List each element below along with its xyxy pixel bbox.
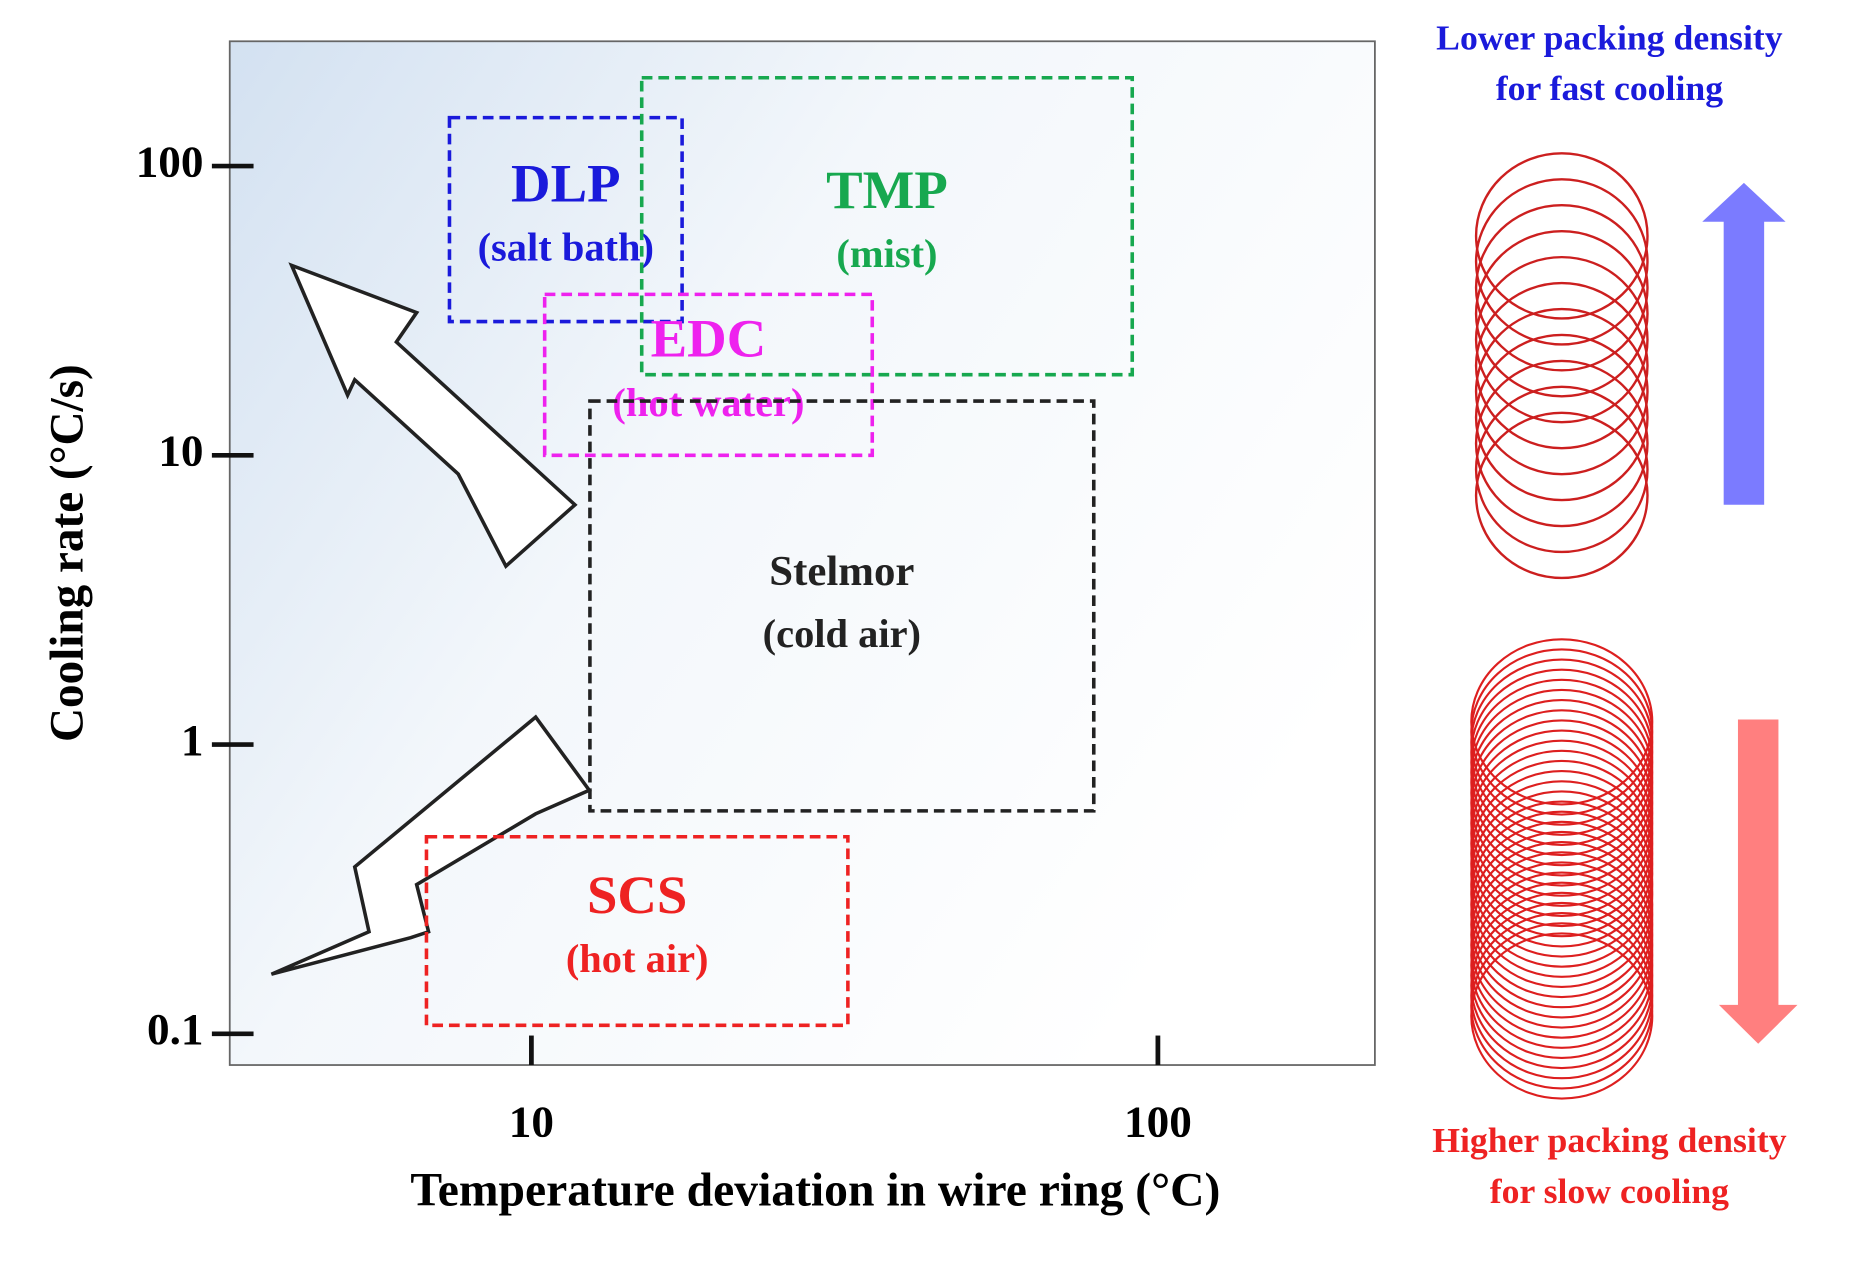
coil-ring bbox=[1470, 709, 1654, 877]
y-tick-label: 0.1 bbox=[147, 1004, 204, 1054]
x-axis-title: Temperature deviation in wire ring (°C) bbox=[410, 1165, 1220, 1217]
coil-ring bbox=[1470, 688, 1654, 857]
coil-ring bbox=[1474, 178, 1649, 346]
region-sublabel: (mist) bbox=[836, 231, 937, 276]
coil-ring bbox=[1470, 810, 1654, 978]
coil-ring bbox=[1470, 912, 1654, 1080]
coil-ring bbox=[1470, 932, 1654, 1100]
side-note: for slow cooling bbox=[1490, 1171, 1730, 1211]
coil-ring bbox=[1470, 719, 1654, 887]
x-tick-label: 10 bbox=[509, 1097, 554, 1147]
region-sublabel: (hot air) bbox=[566, 936, 709, 981]
coil-ring bbox=[1474, 229, 1649, 398]
y-tick-label: 100 bbox=[136, 137, 204, 187]
y-tick-label: 1 bbox=[181, 715, 204, 765]
coil-ring bbox=[1470, 861, 1654, 1029]
coil-ring bbox=[1470, 790, 1654, 958]
coil-ring bbox=[1470, 678, 1654, 847]
coil-ring bbox=[1470, 830, 1654, 999]
coil-ring bbox=[1470, 780, 1654, 948]
region-box bbox=[542, 292, 875, 458]
coil-ring bbox=[1474, 359, 1649, 528]
slow-arrow bbox=[1718, 719, 1798, 1044]
coil-ring bbox=[1470, 739, 1654, 907]
region-sublabel: (salt bath) bbox=[478, 225, 654, 270]
coil-ring bbox=[1470, 770, 1654, 938]
coil-ring bbox=[1474, 333, 1649, 502]
y-axis-title: Cooling rate (°C/s) bbox=[41, 364, 93, 742]
region-box bbox=[588, 399, 1096, 813]
coil-ring bbox=[1474, 281, 1649, 450]
side-note: for fast cooling bbox=[1496, 68, 1724, 108]
coil-ring bbox=[1470, 841, 1654, 1009]
coil-ring bbox=[1470, 922, 1654, 1090]
region-box bbox=[639, 75, 1135, 377]
coil-ring bbox=[1470, 901, 1654, 1070]
coil-ring bbox=[1470, 658, 1654, 826]
region-sublabel: (cold air) bbox=[763, 611, 921, 656]
coil-ring bbox=[1474, 204, 1649, 372]
coil-ring bbox=[1470, 891, 1654, 1060]
up-left-arrow bbox=[288, 262, 578, 569]
side-note: Higher packing density bbox=[1432, 1120, 1787, 1160]
region-box bbox=[447, 115, 684, 324]
region-name: EDC bbox=[651, 308, 767, 369]
coil-ring bbox=[1470, 638, 1654, 806]
coil-ring bbox=[1470, 881, 1654, 1049]
coil-ring bbox=[1470, 851, 1654, 1019]
x-tick-label: 100 bbox=[1124, 1097, 1192, 1147]
coil-ring bbox=[1470, 749, 1654, 918]
region-name: DLP bbox=[511, 153, 621, 214]
side-note: Lower packing density bbox=[1436, 18, 1783, 58]
region-name: SCS bbox=[587, 864, 687, 925]
coil-illustration bbox=[1470, 152, 1654, 1100]
coil-ring bbox=[1474, 411, 1649, 580]
coil-ring bbox=[1474, 385, 1649, 554]
coil-ring bbox=[1470, 729, 1654, 897]
coil-ring bbox=[1474, 152, 1649, 320]
coil-ring bbox=[1470, 648, 1654, 816]
y-tick-label: 10 bbox=[158, 426, 203, 476]
region-box bbox=[424, 834, 850, 1028]
coil-ring bbox=[1474, 307, 1649, 476]
down-left-arrow bbox=[270, 714, 592, 976]
coil-ring bbox=[1474, 255, 1649, 424]
coil-ring bbox=[1470, 820, 1654, 989]
coil-ring bbox=[1470, 800, 1654, 968]
region-name: TMP bbox=[826, 159, 948, 220]
region-name: Stelmor bbox=[769, 548, 914, 595]
fast-arrow bbox=[1702, 182, 1786, 505]
coil-ring bbox=[1470, 871, 1654, 1039]
coil-ring bbox=[1470, 699, 1654, 867]
coil-ring bbox=[1470, 668, 1654, 836]
coil-ring bbox=[1470, 759, 1654, 928]
